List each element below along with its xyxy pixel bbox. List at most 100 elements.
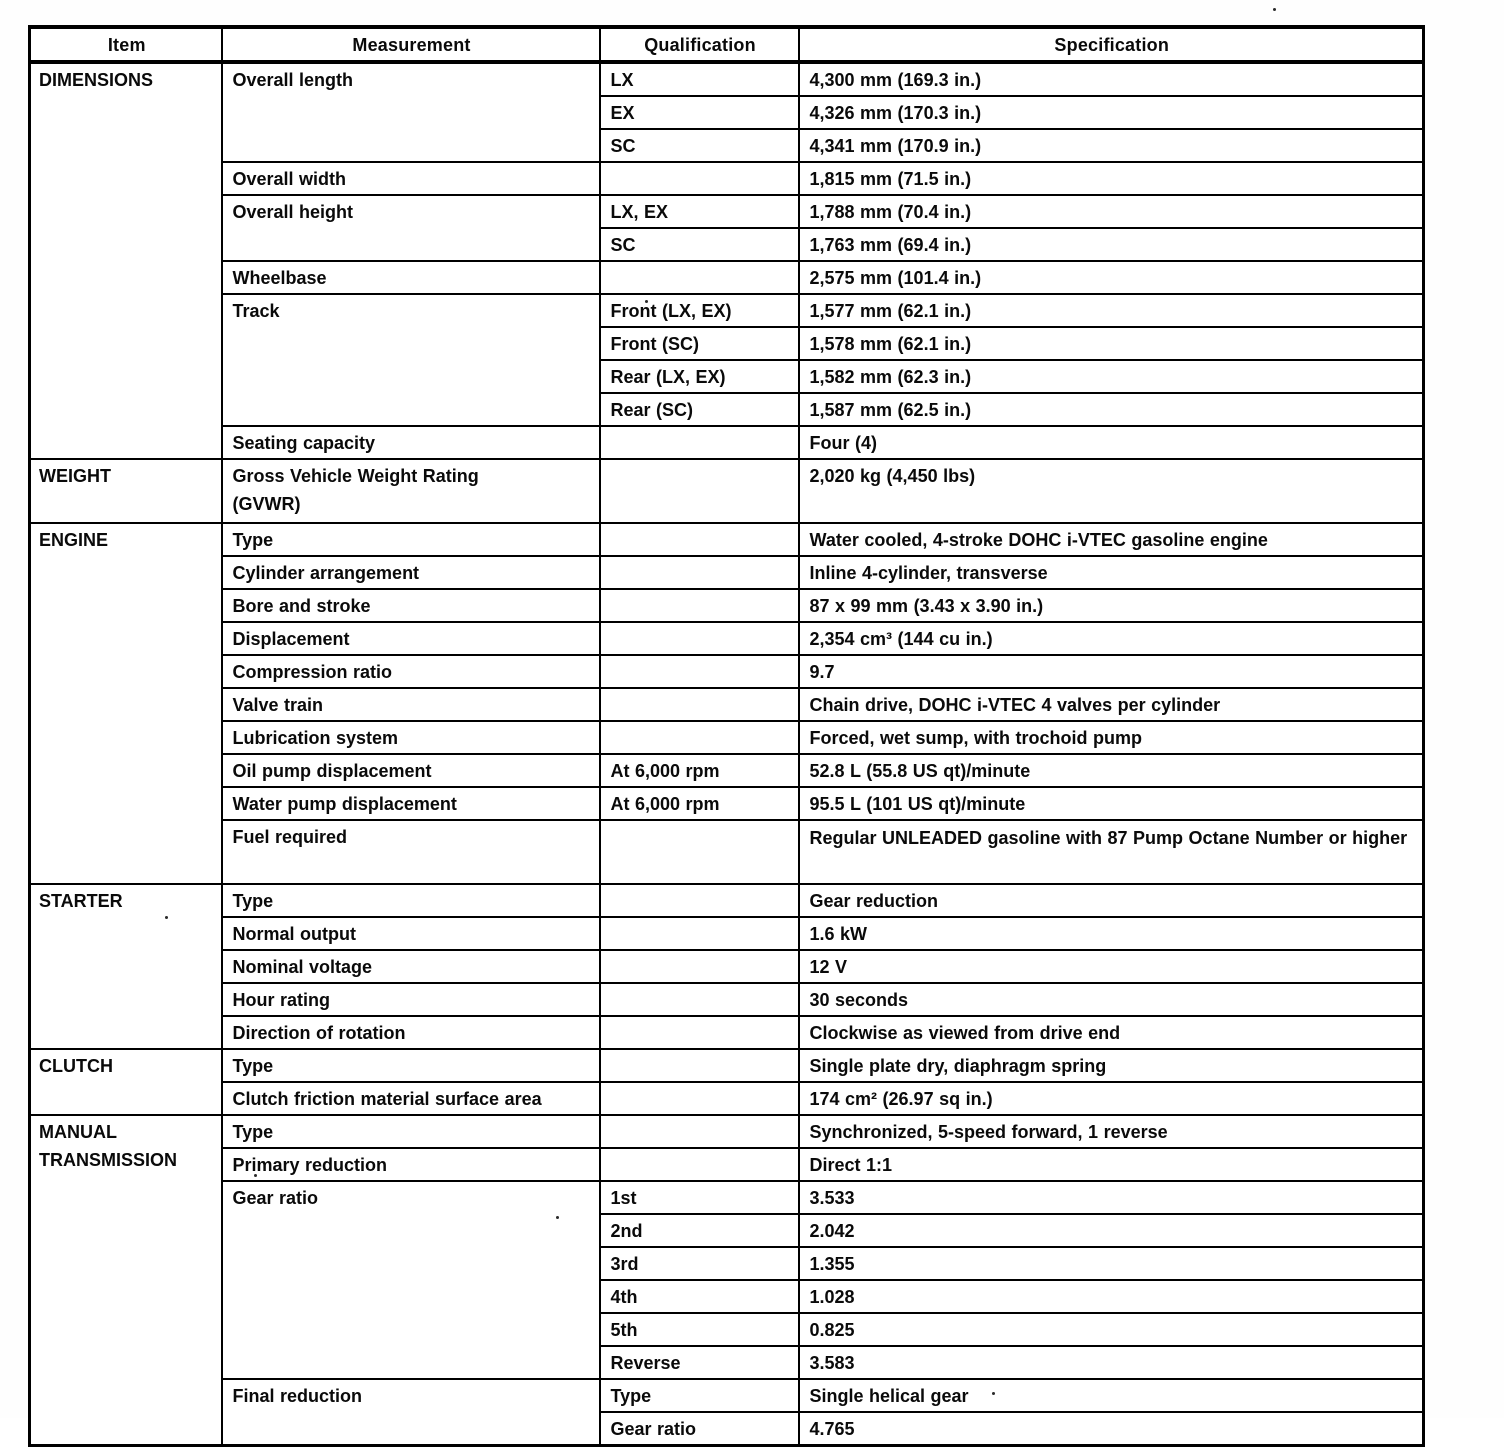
table-row: Cylinder arrangement Inline 4-cylinder, …	[30, 555, 1425, 590]
table-row: Lubrication system Forced, wet sump, wit…	[30, 720, 1425, 755]
specification-cell: 1,582 mm (62.3 in.)	[797, 359, 1425, 394]
specification-cell: 1,577 mm (62.1 in.)	[797, 293, 1425, 328]
specification-cell: Synchronized, 5-speed forward, 1 reverse	[797, 1114, 1425, 1149]
qualification-cell	[598, 949, 800, 984]
item-cell-dimensions: DIMENSIONS	[28, 61, 223, 460]
specification-cell: Gear reduction	[797, 883, 1425, 918]
measurement-cell: Compression ratio	[220, 654, 601, 689]
specification-cell: Single helical gear	[797, 1378, 1425, 1413]
specification-cell: 4.765	[797, 1411, 1425, 1447]
table-row: MANUAL TRANSMISSION Type Synchronized, 5…	[28, 1114, 1425, 1447]
qualification-cell	[598, 720, 800, 755]
qualification-cell: 2nd	[598, 1213, 800, 1248]
specification-cell: Single plate dry, diaphragm spring	[797, 1048, 1425, 1083]
measurement-cell: Wheelbase	[220, 260, 601, 295]
specification-cell: 0.825	[797, 1312, 1425, 1347]
qualification-cell	[598, 687, 800, 722]
specification-cell: Forced, wet sump, with trochoid pump	[797, 720, 1425, 755]
qualification-cell: Reverse	[598, 1345, 800, 1380]
column-header-measurement: Measurement	[220, 26, 601, 64]
table-row: Normal output 1.6 kW	[30, 916, 1425, 951]
specification-cell: Direct 1:1	[797, 1147, 1425, 1182]
specification-cell: 2,575 mm (101.4 in.)	[797, 260, 1425, 295]
specification-cell: 30 seconds	[797, 982, 1425, 1017]
qualification-cell	[598, 161, 800, 196]
qualification-cell: Front (SC)	[598, 326, 800, 361]
item-cell-starter: STARTER	[28, 883, 223, 1050]
qualification-cell: SC	[598, 227, 800, 262]
measurement-cell: Bore and stroke	[220, 588, 601, 623]
measurement-cell: Oil pump displacement	[220, 753, 601, 788]
qualification-cell	[598, 1147, 800, 1182]
qualification-cell	[598, 1114, 800, 1149]
table-row: DIMENSIONS Overall length LX 4,300 mm (1…	[28, 61, 1425, 460]
measurement-cell: Nominal voltage	[220, 949, 601, 984]
qualification-cell	[598, 522, 800, 557]
table-row: 2nd 2.042	[30, 1213, 1425, 1248]
table-row: ENGINE Type Water cooled, 4-stroke DOHC …	[28, 522, 1425, 885]
specification-cell: Regular UNLEADED gasoline with 87 Pump O…	[797, 819, 1425, 885]
specification-cell: 95.5 L (101 US qt)/minute	[797, 786, 1425, 821]
measurement-cell: Lubrication system	[220, 720, 601, 755]
item-cell-engine: ENGINE	[28, 522, 223, 885]
specification-cell: 1,788 mm (70.4 in.)	[797, 194, 1425, 229]
table-row: Direction of rotation Clockwise as viewe…	[30, 1015, 1425, 1050]
table-row: WEIGHT Gross Vehicle Weight Rating (GVWR…	[28, 458, 1425, 524]
table-row: SC 4,341 mm (170.9 in.)	[30, 128, 1425, 163]
table-row: 4th 1.028	[30, 1279, 1425, 1314]
specification-cell: 9.7	[797, 654, 1425, 689]
item-cell-weight: WEIGHT	[28, 458, 223, 524]
measurement-cell: Overall height	[220, 194, 601, 262]
qualification-cell	[598, 425, 800, 460]
qualification-cell	[598, 260, 800, 295]
column-header-specification: Specification	[797, 26, 1425, 64]
specification-cell: 1,763 mm (69.4 in.)	[797, 227, 1425, 262]
specification-cell: 2,020 kg (4,450 lbs)	[797, 458, 1425, 524]
qualification-cell	[598, 819, 800, 885]
qualification-cell: 5th	[598, 1312, 800, 1347]
measurement-cell: Overall width	[220, 161, 601, 196]
measurement-cell: Water pump displacement	[220, 786, 601, 821]
specification-cell: 3.533	[797, 1180, 1425, 1215]
qualification-cell: At 6,000 rpm	[598, 786, 800, 821]
measurement-cell: Type	[220, 883, 601, 918]
scanned-document-page: Item Measurement Qualification Specifica…	[28, 8, 1425, 1447]
table-row: STARTER Type Gear reduction	[28, 883, 1425, 1050]
table-row: Track Front (LX, EX) 1,577 mm (62.1 in.)	[30, 293, 1425, 427]
specification-cell: Chain drive, DOHC i-VTEC 4 valves per cy…	[797, 687, 1425, 722]
measurement-cell: Fuel required	[220, 819, 601, 885]
table-row: Nominal voltage 12 V	[30, 949, 1425, 984]
qualification-cell: Type	[598, 1378, 800, 1413]
qualification-cell	[598, 982, 800, 1017]
specification-cell: 52.8 L (55.8 US qt)/minute	[797, 753, 1425, 788]
table-row: Oil pump displacement At 6,000 rpm 52.8 …	[30, 753, 1425, 788]
qualification-cell: 4th	[598, 1279, 800, 1314]
measurement-cell: Gross Vehicle Weight Rating (GVWR)	[220, 458, 601, 524]
table-row: Water pump displacement At 6,000 rpm 95.…	[30, 786, 1425, 821]
table-row: Overall height LX, EX 1,788 mm (70.4 in.…	[30, 194, 1425, 262]
column-header-item: Item	[28, 26, 223, 64]
qualification-cell	[598, 1048, 800, 1083]
measurement-cell: Direction of rotation	[220, 1015, 601, 1050]
specification-cell: Clockwise as viewed from drive end	[797, 1015, 1425, 1050]
table-row: Final reduction Type Single helical gear	[30, 1378, 1425, 1447]
measurement-cell: Valve train	[220, 687, 601, 722]
table-row: Clutch friction material surface area 17…	[30, 1081, 1425, 1116]
table-row: Compression ratio 9.7	[30, 654, 1425, 689]
qualification-cell	[598, 654, 800, 689]
scan-speck	[645, 300, 648, 303]
measurement-cell: Overall length	[220, 61, 601, 163]
qualification-cell	[598, 621, 800, 656]
qualification-cell: Gear ratio	[598, 1411, 800, 1447]
scan-speck	[556, 1216, 559, 1219]
table-row: Gear ratio 1st 3.533	[30, 1180, 1425, 1380]
table-row: Seating capacity Four (4)	[30, 425, 1425, 460]
qualification-cell	[598, 916, 800, 951]
table-row: Displacement 2,354 cm³ (144 cu in.)	[30, 621, 1425, 656]
measurement-cell: Normal output	[220, 916, 601, 951]
qualification-cell: At 6,000 rpm	[598, 753, 800, 788]
specification-cell: 1,587 mm (62.5 in.)	[797, 392, 1425, 427]
qualification-cell: SC	[598, 128, 800, 163]
scan-speck	[165, 916, 168, 919]
table-row: Bore and stroke 87 x 99 mm (3.43 x 3.90 …	[30, 588, 1425, 623]
